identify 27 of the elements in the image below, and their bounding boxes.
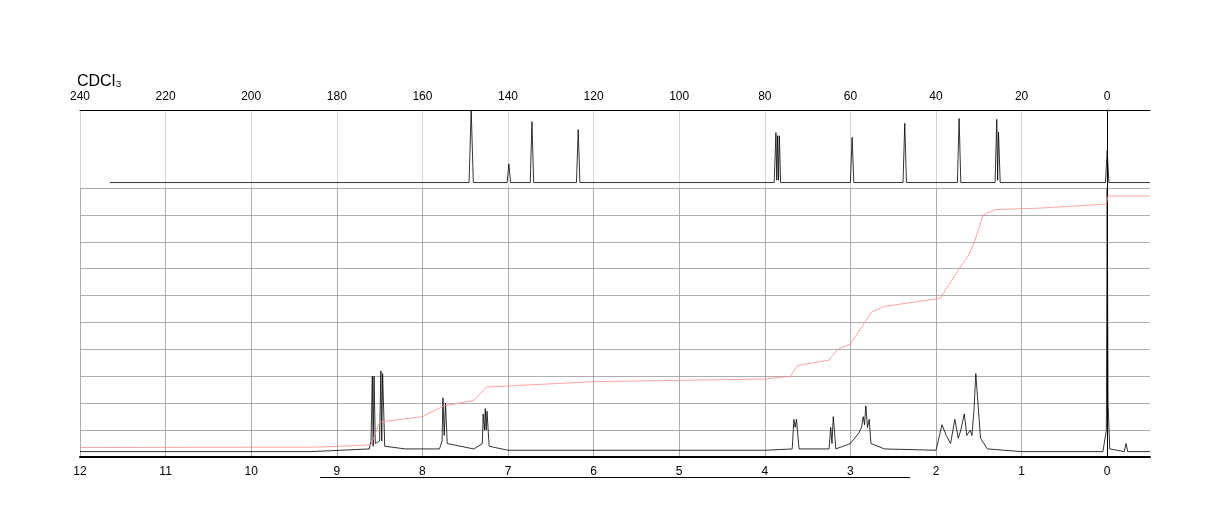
x-tick-label: 200 <box>241 89 262 103</box>
x-tick-label: 220 <box>155 89 176 103</box>
x-tick-label: 60 <box>843 89 858 103</box>
x-tick-label: 160 <box>412 89 433 103</box>
x-tick-label: 4 <box>761 464 769 478</box>
x-tick-label: 1 <box>1018 464 1026 478</box>
x-tick-label: 80 <box>758 89 772 103</box>
x-tick-label: 20 <box>1014 89 1029 103</box>
x-tick-label: 12 <box>73 464 87 478</box>
x-tick-label: 3 <box>847 464 855 478</box>
x-tick-label: 6 <box>590 464 598 478</box>
x-tick-label: 180 <box>326 89 348 103</box>
x-tick-label: 8 <box>419 464 427 478</box>
x-tick-label: 10 <box>244 464 259 478</box>
x-tick-label: 0 <box>1103 464 1111 478</box>
x-tick-label: 100 <box>669 89 690 103</box>
x-tick-label: 140 <box>497 89 519 103</box>
x-tick-label: 2 <box>932 464 940 478</box>
x-tick-label: 0 <box>1103 89 1111 103</box>
x-tick-label: 120 <box>583 89 604 103</box>
x-tick-label: 5 <box>675 464 683 478</box>
x-tick-label: 240 <box>69 89 91 103</box>
x-tick-label: 7 <box>504 464 512 478</box>
chart-title: CDCl₃ <box>77 71 122 89</box>
x-tick-label: 11 <box>159 464 173 478</box>
x-tick-label: 40 <box>929 89 943 103</box>
x-tick-label: 9 <box>333 464 341 478</box>
